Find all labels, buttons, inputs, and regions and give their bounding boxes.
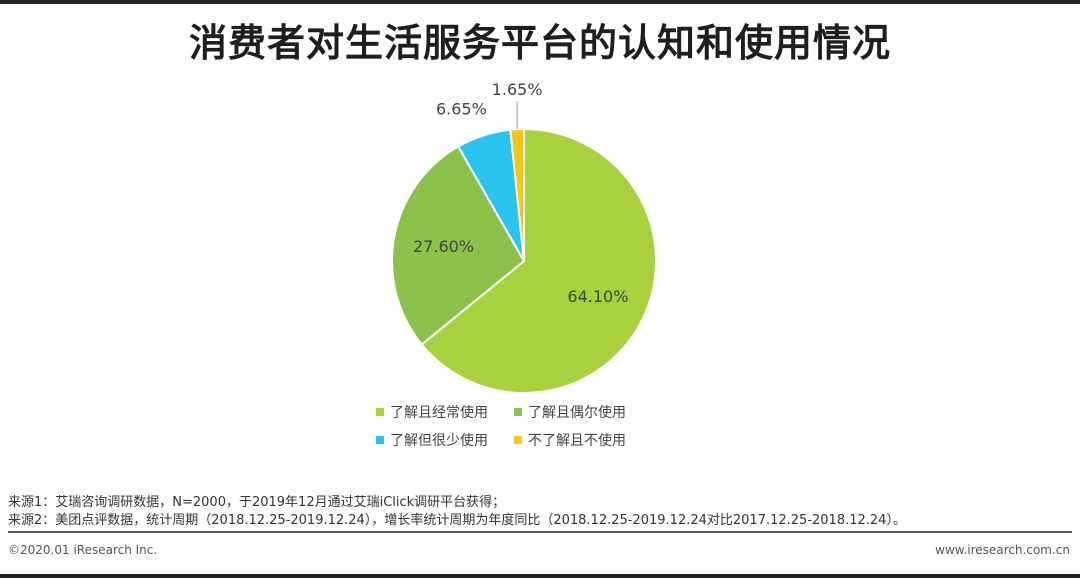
copyright-text: ©2020.01 iResearch Inc. (8, 543, 158, 557)
legend-item-frequent: 了解且经常使用 (376, 402, 514, 422)
page-title: 消费者对生活服务平台的认知和使用情况 (188, 21, 891, 65)
legend-item-occasional: 了解且偶尔使用 (514, 402, 664, 422)
source-notes: 来源1：艾瑞咨询调研数据，N=2000，于2019年12月通过艾瑞iClick调… (8, 494, 906, 530)
legend-swatch (514, 408, 522, 416)
data-label-never: 1.65% (492, 80, 543, 99)
legend-label: 了解且偶尔使用 (528, 405, 626, 421)
pie-chart: 64.10% 27.60% 6.65% 1.65% (391, 80, 657, 394)
legend-item-rarely: 了解但很少使用 (376, 430, 514, 450)
data-label-frequent: 64.10% (567, 287, 628, 306)
chart-legend: 了解且经常使用 了解且偶尔使用 了解但很少使用 不了解且不使用 (376, 402, 676, 450)
legend-label: 不了解且不使用 (528, 433, 626, 449)
legend-swatch (376, 436, 384, 444)
pie-slice-frequent (420, 127, 657, 394)
legend-swatch (376, 408, 384, 416)
legend-label: 了解但很少使用 (390, 433, 488, 449)
legend-swatch (514, 436, 522, 444)
pie-slice-occasional (391, 145, 526, 346)
website-link[interactable]: www.iresearch.com.cn (935, 543, 1070, 557)
footer-divider (8, 531, 1072, 533)
data-label-rarely: 6.65% (436, 100, 487, 119)
data-label-occasional: 27.60% (413, 237, 474, 256)
top-border (0, 0, 1080, 4)
legend-item-never: 不了解且不使用 (514, 430, 664, 450)
pie-slice-never (509, 127, 525, 262)
bottom-border (0, 574, 1080, 578)
legend-label: 了解且经常使用 (390, 405, 488, 421)
source-note-1: 来源1：艾瑞咨询调研数据，N=2000，于2019年12月通过艾瑞iClick调… (8, 495, 506, 510)
source-note-2: 来源2：美团点评数据，统计周期（2018.12.25-2019.12.24），增… (8, 513, 906, 528)
